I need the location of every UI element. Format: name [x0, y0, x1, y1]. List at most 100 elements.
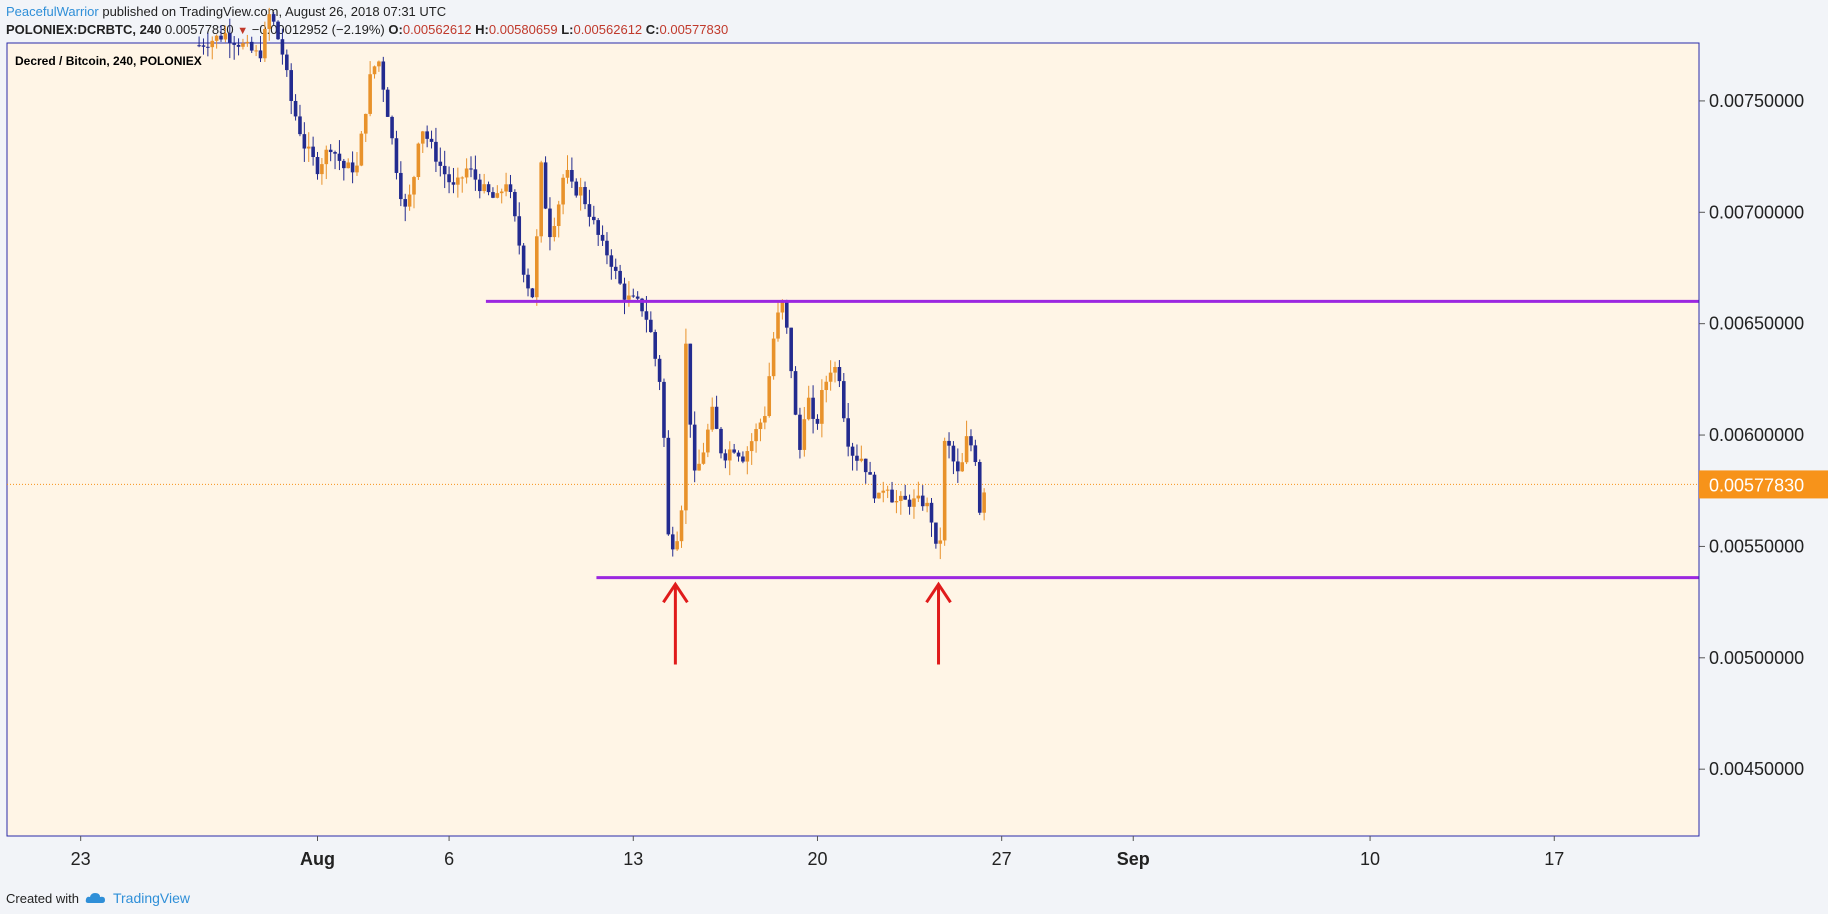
candle-body [570, 169, 574, 182]
candle-body [491, 192, 495, 198]
candle-body [802, 419, 807, 450]
candle-body [276, 21, 280, 40]
candle-body [381, 61, 386, 90]
candle-body [328, 149, 333, 153]
candle-body [495, 193, 500, 198]
x-tick-label: 6 [444, 849, 454, 869]
candle-body [780, 300, 785, 313]
candle-body [635, 296, 640, 299]
candle-body [732, 449, 736, 453]
candle-body [600, 234, 605, 241]
candle-body [640, 298, 644, 312]
candle-body [447, 174, 451, 183]
candle-body [206, 46, 210, 48]
plot-area[interactable] [6, 42, 1700, 837]
candle-body [684, 343, 688, 511]
candle-body [302, 134, 307, 149]
candle-body [741, 456, 745, 462]
candle-body [622, 283, 627, 300]
candle-body [337, 153, 342, 161]
candle-body [662, 381, 666, 438]
candle-body [793, 371, 798, 415]
candle-body [763, 416, 767, 423]
published-text: published on TradingView.com, August 26,… [102, 4, 447, 19]
candle-body [552, 226, 557, 238]
x-tick-label: Aug [300, 849, 335, 869]
candle-body [899, 495, 903, 502]
cloud-icon [85, 893, 105, 903]
high-value: 0.00580659 [488, 22, 558, 37]
y-tick-label: 0.00750000 [1709, 91, 1804, 111]
candle-body [613, 266, 618, 271]
candle-body [372, 66, 377, 75]
candle-body [385, 89, 390, 117]
candle-body [210, 40, 215, 48]
candle-body [539, 162, 543, 237]
candle-body [706, 429, 710, 453]
candle-body [675, 541, 679, 550]
candle-body [688, 343, 693, 425]
y-tick-label: 0.00500000 [1709, 648, 1804, 668]
candle-body [460, 177, 465, 179]
candle-body [784, 300, 789, 328]
last-price-tag-label: 0.00577830 [1709, 475, 1804, 495]
candle-body [951, 445, 956, 462]
candle-body [390, 116, 394, 139]
candle-body [903, 495, 907, 500]
candle-body [627, 295, 631, 300]
candle-body [754, 429, 758, 442]
candle-body [749, 441, 754, 452]
candle-body [767, 376, 772, 417]
close-value: 0.00577830 [659, 22, 729, 37]
candle-body [548, 208, 552, 238]
candle-body [789, 327, 793, 372]
candle-body [820, 390, 824, 424]
x-tick-label: Sep [1117, 849, 1150, 869]
candle-body [412, 177, 416, 195]
candle-body [425, 131, 429, 139]
candle-body [499, 191, 504, 194]
candle-body [723, 453, 728, 461]
candle-body [727, 449, 732, 461]
candle-body [973, 445, 978, 463]
candle-body [477, 179, 482, 192]
candle-body [368, 74, 372, 114]
candle-body [925, 502, 929, 507]
candle-body [855, 455, 859, 461]
up-arrow-icon[interactable] [662, 581, 689, 665]
candle-body [399, 172, 403, 200]
candle-body [653, 332, 658, 359]
price-axis[interactable] [1699, 43, 1828, 836]
ohlc-line: POLONIEX:DCRBTC, 240 0.00577830 ▼ −0.000… [6, 21, 728, 40]
candle-body [451, 182, 456, 185]
candle-body [346, 162, 351, 169]
candle-body [285, 54, 289, 71]
candle-body [333, 152, 337, 154]
tradingview-logo[interactable]: TradingView [85, 890, 190, 906]
candle-body [649, 319, 653, 333]
author-link[interactable]: PeacefulWarrior [6, 4, 99, 19]
candle-body [556, 204, 561, 227]
candle-body [798, 414, 802, 450]
candle-body [670, 534, 675, 550]
candle-body [828, 372, 833, 382]
candle-body [534, 236, 539, 298]
candle-body [464, 168, 469, 178]
candle-body [583, 187, 587, 205]
candle-body [508, 184, 513, 192]
up-arrow-icon[interactable] [925, 581, 952, 665]
candle-body [249, 41, 254, 51]
candle-body [513, 191, 517, 217]
candle-body [306, 146, 311, 149]
candle-body [561, 177, 565, 205]
candle-body [201, 45, 206, 47]
candle-body [416, 143, 421, 178]
candle-body [394, 138, 399, 173]
candle-body [434, 141, 438, 162]
candle-body [841, 381, 846, 419]
high-label: H: [475, 22, 489, 37]
candle-body [355, 165, 359, 173]
candle-body [947, 440, 951, 446]
candle-body [605, 240, 609, 256]
